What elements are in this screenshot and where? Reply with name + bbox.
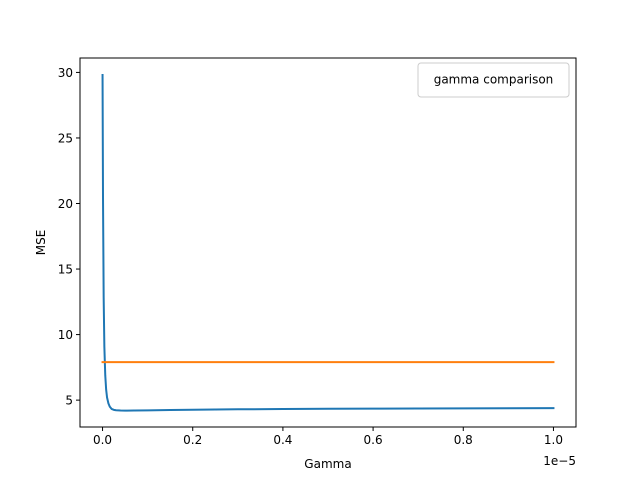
- x-tick-label: 0.6: [364, 433, 383, 447]
- y-tick-label: 30: [58, 66, 73, 80]
- y-tick-label: 25: [58, 131, 73, 145]
- legend-title: gamma comparison: [434, 73, 554, 87]
- x-tick-label: 0.0: [93, 433, 112, 447]
- plot-lines: [101, 74, 555, 412]
- series-line-1: [101, 74, 555, 412]
- x-axis-offset-text: 1e−5: [543, 454, 576, 468]
- y-tick-label: 20: [58, 197, 73, 211]
- y-axis-label: MSE: [34, 230, 48, 256]
- x-axis-label: Gamma: [304, 457, 351, 471]
- y-tick-label: 5: [65, 394, 73, 408]
- y-tick-label: 10: [58, 328, 73, 342]
- axes-frame: [79, 57, 577, 428]
- y-axis-ticks: 5 10 15 20 25 30: [58, 66, 80, 408]
- y-tick-label: 15: [58, 263, 73, 277]
- legend: gamma comparison: [417, 62, 570, 98]
- x-tick-label: 0.2: [183, 433, 202, 447]
- x-axis-ticks: 0.0 0.2 0.4 0.6 0.8 1.0: [93, 427, 563, 447]
- x-tick-label: 1.0: [544, 433, 563, 447]
- legend-box: [417, 62, 570, 98]
- x-tick-label: 0.8: [454, 433, 473, 447]
- x-tick-label: 0.4: [273, 433, 292, 447]
